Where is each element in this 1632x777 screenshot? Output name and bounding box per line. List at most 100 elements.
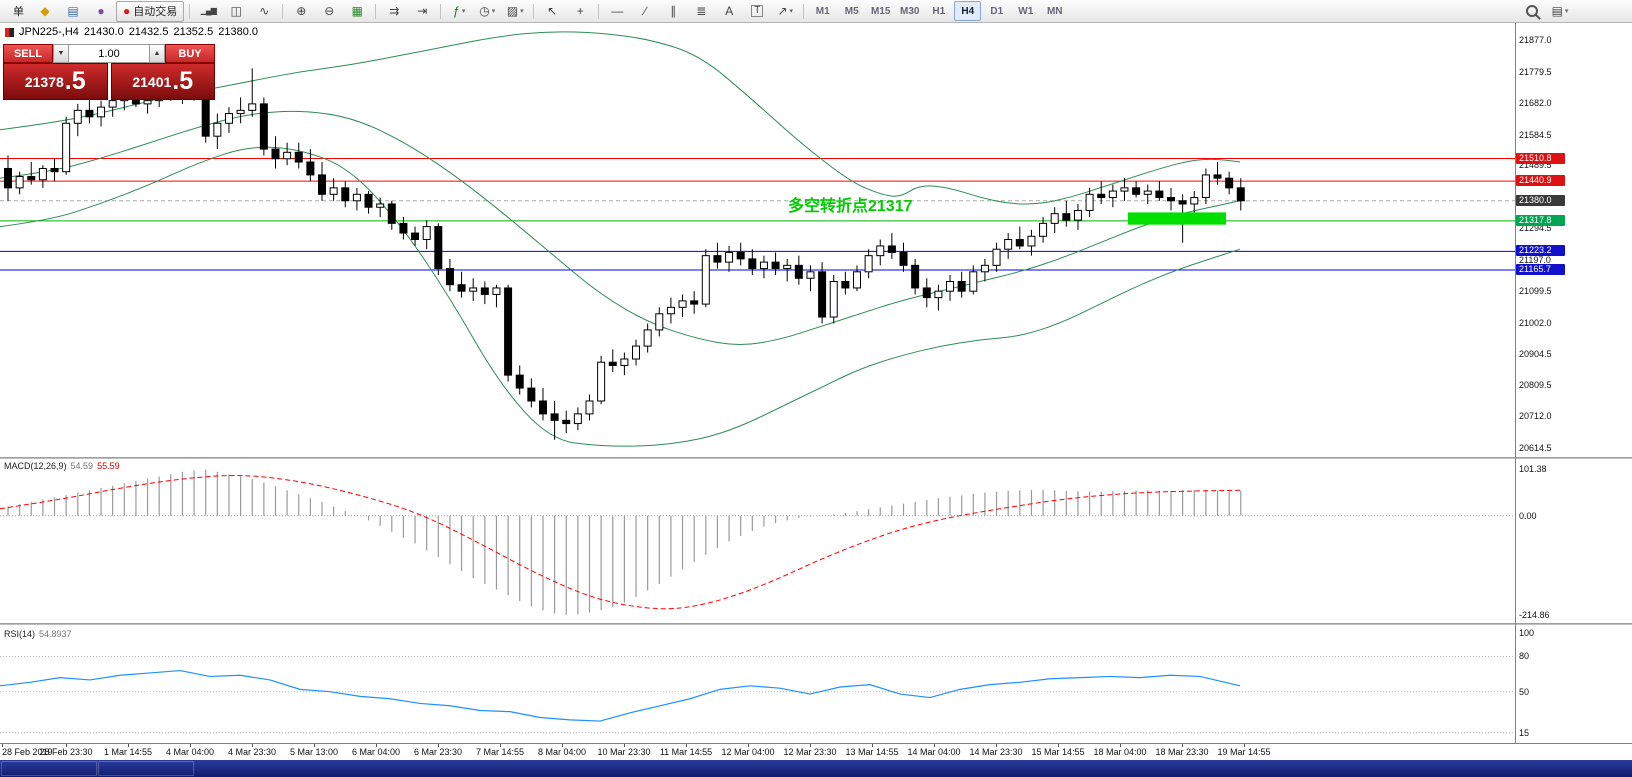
macd-tick: -214.86: [1519, 609, 1550, 620]
text-icon[interactable]: A: [725, 4, 734, 18]
level-price-badge[interactable]: 21223.2: [1516, 245, 1565, 257]
status-bar: [0, 760, 1632, 777]
timeframe-m15[interactable]: M15: [871, 5, 891, 17]
timeframe-w1[interactable]: W1: [1018, 5, 1034, 17]
strategy-tester-icon[interactable]: ●: [97, 4, 105, 18]
level-price-badge[interactable]: 21317.8: [1516, 214, 1565, 226]
line-chart-icon[interactable]: ∿: [259, 4, 270, 18]
time-label: 28 Feb 23:30: [39, 747, 93, 757]
macd-label: MACD(12,26,9) 54.59 55.59: [4, 461, 120, 471]
new-chart-icon[interactable]: ◆: [40, 4, 50, 18]
level-price-badge[interactable]: 21165.7: [1516, 263, 1565, 275]
chart-symbol-icon: [5, 27, 14, 37]
time-label: 11 Mar 14:55: [659, 747, 713, 757]
macd-chart[interactable]: [0, 457, 1516, 623]
time-tick: [1120, 744, 1121, 747]
timeframe-d1[interactable]: D1: [990, 5, 1004, 17]
cursor-icon[interactable]: ↖: [547, 4, 558, 18]
buy-price[interactable]: 21401.5: [110, 63, 215, 100]
trendline-icon[interactable]: ∕: [644, 4, 647, 18]
zoom-out-icon[interactable]: ⊖: [324, 4, 335, 18]
panel-splitter[interactable]: [0, 457, 1632, 459]
time-label: 8 Mar 04:00: [537, 747, 587, 757]
chevron-down-icon: ▾: [520, 8, 524, 15]
price-tick: 20904.5: [1519, 349, 1552, 360]
rsi-line: [0, 669, 1241, 722]
level-price-badge[interactable]: 21510.8: [1516, 152, 1565, 164]
price-chart[interactable]: 多空转折点21317: [0, 23, 1516, 457]
volume-down-button[interactable]: ▼: [53, 44, 69, 63]
new-order-button[interactable]: 单: [13, 6, 24, 18]
text-label-icon[interactable]: T: [744, 1, 770, 22]
timeframe-m30[interactable]: M30: [900, 5, 920, 17]
price-axis: 21877.0 21779.5 21682.0 21584.5 21489.5 21294…: [1516, 23, 1632, 760]
time-tick: [2, 744, 3, 747]
periods-icon[interactable]: ◷ ▾: [479, 4, 496, 18]
price-tick: 21099.5: [1519, 286, 1552, 297]
rsi-chart[interactable]: [0, 625, 1516, 743]
sell-price[interactable]: 21378.5: [3, 63, 108, 100]
timeframe-m5[interactable]: M5: [844, 5, 859, 17]
time-tick: [810, 744, 811, 747]
time-label: 4 Mar 23:30: [227, 747, 277, 757]
bar-chart-icon[interactable]: ▁▄▆: [200, 6, 217, 15]
annotation-text: 多空转折点21317: [788, 196, 913, 215]
timeframe-m1[interactable]: M1: [815, 5, 830, 17]
level-price-badge[interactable]: 21440.9: [1516, 175, 1565, 187]
metaeditor-icon[interactable]: ▤: [67, 4, 79, 18]
time-tick: [376, 744, 377, 747]
crosshair-icon[interactable]: +: [576, 4, 584, 18]
chart-shift-icon[interactable]: ⇥: [417, 4, 428, 18]
toolbar: 单 ◆ ▤ ● ● 自动交易 ▁▄▆ ◫ ∿ ⊕ ⊖ ▦ ⇉ ⇥ ƒ ▾ ◷ ▾ ▨ ▾ ↖ + — ∕ ∥ ≣ A T ↗ ▾ M1 M5…: [0, 0, 1632, 23]
timeframe-h4[interactable]: H4: [954, 1, 982, 21]
timeframe-mn[interactable]: MN: [1046, 5, 1063, 17]
ohlc-close: 21380.0: [218, 26, 258, 38]
volume-up-button[interactable]: ▲: [149, 44, 165, 63]
toolbar-separator: [282, 3, 284, 19]
fibonacci-icon[interactable]: ≣: [696, 4, 707, 18]
arrows-icon[interactable]: ↗ ▾: [777, 4, 794, 18]
time-tick: [1244, 744, 1245, 747]
buy-button[interactable]: BUY: [165, 44, 215, 63]
channel-icon[interactable]: ∥: [670, 4, 677, 18]
price-tick: 20809.5: [1519, 379, 1552, 390]
autotrading-button[interactable]: ● 自动交易: [116, 0, 185, 22]
time-label: 12 Mar 23:30: [783, 747, 837, 757]
macd-histogram-layer: [7, 469, 1242, 615]
sell-price-int: 21378: [24, 73, 64, 90]
sell-button[interactable]: SELL: [3, 44, 53, 63]
panel-splitter[interactable]: [0, 623, 1632, 625]
time-tick: [624, 744, 625, 747]
volume-input[interactable]: [69, 44, 149, 63]
rsi-tick: 100: [1519, 628, 1535, 638]
auto-scroll-icon[interactable]: ⇉: [389, 4, 400, 18]
toolbar-separator: [375, 3, 377, 19]
time-label: 1 Mar 14:55: [103, 747, 153, 757]
status-cell: [1, 761, 97, 776]
toolbar-right: ▤ ▾: [1518, 1, 1574, 22]
symbol-search-icon[interactable]: [1519, 1, 1545, 22]
tile-windows-icon[interactable]: ▦: [351, 4, 363, 18]
price-tick: 21002.0: [1519, 317, 1552, 328]
candlestick-chart-icon[interactable]: ◫: [230, 4, 242, 18]
toolbar-separator: [189, 3, 191, 19]
templates-icon[interactable]: ▨ ▾: [506, 4, 524, 18]
time-label: 18 Mar 23:30: [1155, 747, 1209, 757]
horizontal-line-icon[interactable]: —: [611, 4, 624, 18]
zoom-in-icon[interactable]: ⊕: [296, 4, 307, 18]
toolbar-separator: [598, 3, 600, 19]
indicators-icon[interactable]: ƒ ▾: [453, 4, 466, 18]
timeframe-h1[interactable]: H1: [932, 5, 946, 17]
time-tick: [252, 744, 253, 747]
sell-price-dec: .5: [64, 67, 86, 95]
price-tick: 21682.0: [1519, 98, 1552, 109]
time-tick: [748, 744, 749, 747]
time-label: 12 Mar 04:00: [721, 747, 775, 757]
time-tick: [438, 744, 439, 747]
window-list-icon[interactable]: ▤ ▾: [1551, 4, 1569, 18]
rsi-tick: 50: [1519, 686, 1530, 697]
time-label: 19 Mar 14:55: [1217, 747, 1271, 757]
chevron-down-icon: ▾: [491, 8, 496, 15]
support-rectangle: [1128, 212, 1226, 225]
